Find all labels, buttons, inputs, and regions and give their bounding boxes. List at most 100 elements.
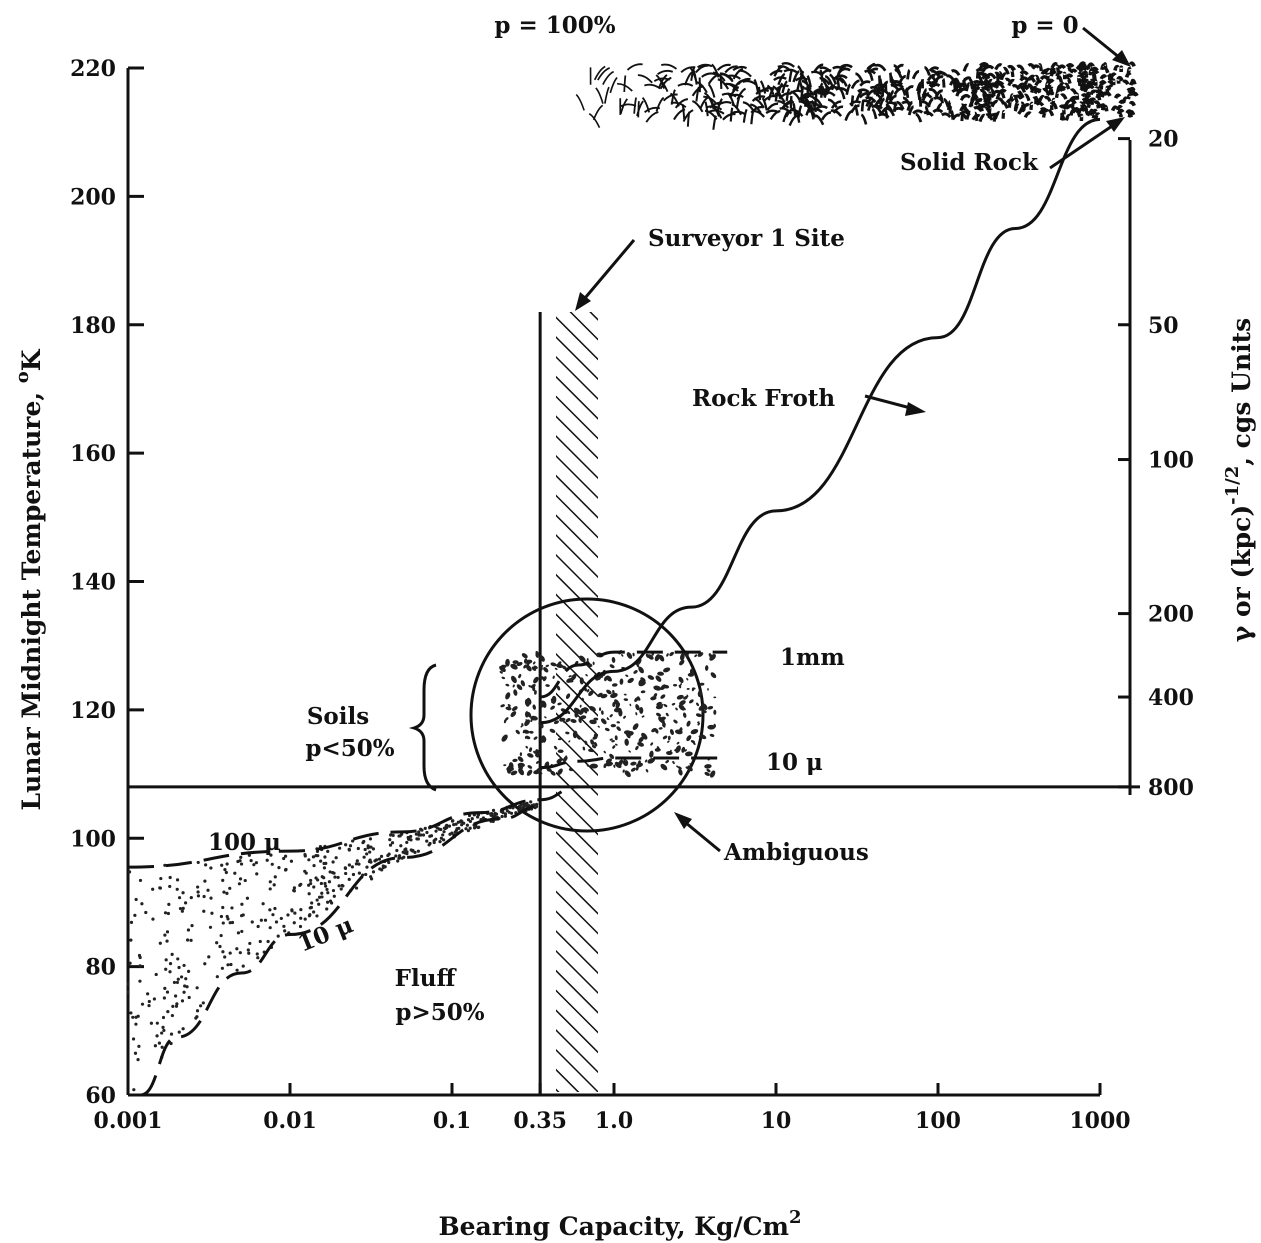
- soil-grain: [666, 653, 669, 657]
- stipple-dot: [371, 870, 376, 874]
- stipple-dot: [268, 908, 272, 912]
- soil-grain: [540, 772, 543, 775]
- stipple-dot: [323, 855, 327, 859]
- stipple-dot: [163, 863, 167, 867]
- soil-grain: [554, 667, 558, 670]
- stipple-dot: [219, 933, 223, 938]
- stipple-dot: [126, 990, 130, 994]
- soil-grain: [529, 730, 534, 734]
- soil-grain: [518, 767, 525, 776]
- stipple-dot: [249, 858, 253, 863]
- rock-texture-stroke: [1094, 86, 1100, 94]
- soil-grain: [605, 758, 613, 764]
- soil-grain: [593, 742, 598, 747]
- stipple-dot: [381, 864, 385, 868]
- rock-texture-stroke: [1081, 78, 1090, 85]
- soil-grain: [690, 729, 699, 735]
- soil-grain: [598, 707, 602, 711]
- stipple-dot: [196, 885, 200, 889]
- soil-grain: [542, 676, 547, 682]
- stipple-dot: [133, 1051, 138, 1055]
- soil-grain: [604, 727, 610, 732]
- rock-texture-stroke: [1029, 86, 1038, 94]
- rock-texture-stroke: [1029, 101, 1034, 111]
- rock-texture-stroke: [994, 71, 1003, 80]
- stipple-dot: [439, 836, 443, 840]
- rock-texture-stroke: [855, 72, 864, 83]
- soil-grain: [539, 665, 543, 671]
- stipple-dot: [441, 833, 445, 837]
- soil-grain: [707, 687, 709, 691]
- stipple-dot: [268, 926, 272, 930]
- rock-texture-stroke: [670, 101, 687, 108]
- soil-grain: [689, 763, 692, 766]
- rock-texture-stroke: [1013, 94, 1023, 100]
- stipple-dot: [308, 906, 312, 910]
- stipple-dot: [140, 902, 144, 906]
- rock-texture-stroke: [1116, 111, 1124, 118]
- rock-texture-stroke: [935, 102, 943, 112]
- soil-grain: [616, 726, 621, 731]
- rock-texture-stroke: [906, 100, 913, 111]
- stipple-dot: [442, 830, 446, 834]
- soil-grain: [528, 747, 533, 752]
- rock-texture-stroke: [722, 112, 736, 121]
- stipple-dot: [258, 939, 262, 944]
- soil-grain: [505, 658, 510, 667]
- rock-texture-stroke: [1019, 70, 1029, 76]
- rock-texture-stroke: [1080, 70, 1089, 77]
- stipple-dot: [371, 847, 376, 851]
- rock-texture-stroke: [1082, 83, 1090, 90]
- stipple-dot: [409, 838, 413, 842]
- soil-grain: [622, 769, 625, 773]
- rock-texture-stroke: [860, 100, 865, 112]
- stipple-dot: [175, 1002, 179, 1006]
- stipple-dot: [137, 1044, 141, 1048]
- soil-grain: [673, 719, 678, 724]
- rock-texture-stroke: [1060, 93, 1068, 100]
- soil-grain: [710, 672, 717, 679]
- y2-tick-label: 20: [1148, 127, 1179, 153]
- soil-grain: [618, 759, 624, 766]
- rock-texture-stroke: [992, 80, 1000, 88]
- stipple-dot: [270, 862, 274, 866]
- surveyor-hatch-band: [556, 312, 598, 1092]
- rock-texture-stroke: [759, 80, 767, 94]
- stipple-dot: [468, 819, 473, 824]
- rock-texture-stroke: [865, 96, 877, 103]
- rock-texture-stroke: [947, 100, 952, 111]
- rock-texture-stroke: [766, 84, 776, 98]
- rock-texture-stroke: [626, 63, 643, 71]
- soil-grain: [588, 690, 594, 697]
- stipple-dot: [283, 868, 288, 872]
- stipple-dot: [263, 918, 268, 922]
- stipple-dot: [179, 975, 184, 979]
- stipple-dot: [138, 878, 143, 883]
- soil-grain: [630, 761, 637, 766]
- rock-texture-stroke: [888, 94, 897, 104]
- stipple-dot: [326, 900, 330, 904]
- stipple-regions: [126, 649, 717, 1092]
- stipple-dot: [363, 847, 367, 852]
- stipple-dot: [416, 849, 420, 853]
- x-tick-label: 0.35: [513, 1108, 567, 1134]
- rock-texture-stroke: [827, 98, 838, 109]
- soil-grain: [565, 693, 571, 699]
- rock-texture-stroke: [961, 76, 972, 83]
- stipple-dot: [255, 872, 259, 876]
- rock-texture-stroke: [781, 99, 793, 109]
- rock-texture-stroke: [845, 83, 852, 96]
- rock-texture-stroke: [977, 102, 984, 112]
- stipple-dot: [134, 897, 138, 902]
- rock-texture-stroke: [915, 112, 923, 123]
- soil-grain: [704, 771, 710, 776]
- rock-texture-stroke: [996, 82, 1005, 90]
- stipple-dot: [160, 1031, 164, 1035]
- stipple-dot: [149, 1021, 153, 1025]
- x-tick-label: 0.01: [263, 1108, 317, 1134]
- soil-grain: [556, 758, 563, 764]
- soil-grain: [698, 704, 705, 711]
- soil-grain: [634, 697, 639, 702]
- soil-grain: [522, 729, 530, 734]
- label-10mu-lower: 10 μ: [294, 911, 357, 957]
